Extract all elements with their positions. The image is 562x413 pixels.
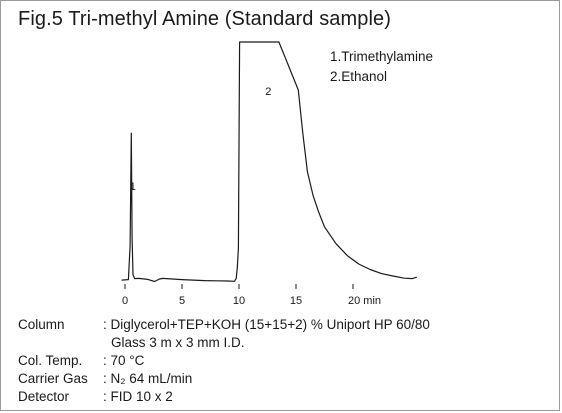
peak-label: 2 — [265, 86, 271, 98]
condition-label: Column — [18, 317, 65, 332]
condition-label: Carrier Gas — [18, 371, 88, 386]
peak-legend: 1.Trimethylamine 2.Ethanol — [330, 47, 433, 87]
figure-title: Fig.5 Tri-methyl Amine (Standard sample) — [18, 8, 392, 30]
peak-label: 1 — [130, 181, 136, 193]
condition-value: : FID 10 x 2 — [103, 389, 173, 404]
condition-value: : Diglycerol+TEP+KOH (15+15+2) % Uniport… — [103, 317, 430, 332]
condition-value: : N₂ 64 mL/min — [103, 371, 193, 386]
condition-value-continuation: Glass 3 m x 3 mm I.D. — [111, 335, 245, 350]
legend-item-trimethylamine: 1.Trimethylamine — [330, 49, 434, 64]
x-axis-ticks — [124, 284, 354, 289]
condition-value: : 70 °C — [103, 353, 145, 368]
x-axis-tick-label: 20 min — [348, 295, 381, 307]
x-axis-tick-label: 10 — [233, 295, 245, 307]
legend-item-ethanol: 2.Ethanol — [330, 69, 388, 84]
x-axis-tick-labels: 0 5 10 15 20 min — [122, 295, 381, 307]
peak-labels: 12 — [130, 86, 272, 193]
x-axis-tick-label: 0 — [122, 295, 128, 307]
condition-label: Detector — [18, 389, 70, 404]
x-axis-tick-label: 15 — [290, 295, 302, 307]
condition-label: Col. Temp. — [18, 353, 83, 368]
chromatogram-trace — [121, 41, 417, 283]
x-axis-tick-label: 5 — [179, 295, 185, 307]
